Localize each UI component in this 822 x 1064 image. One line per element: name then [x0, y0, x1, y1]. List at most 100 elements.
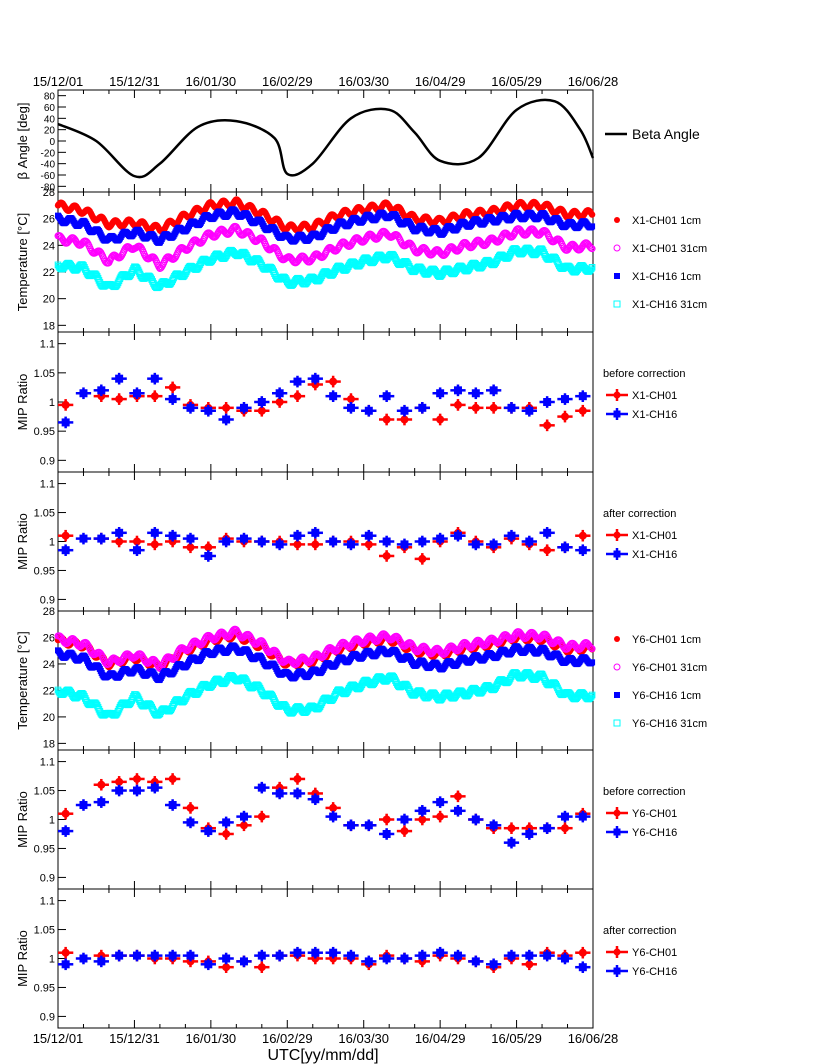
y-tick-label: 18	[43, 738, 55, 750]
data-point	[132, 546, 141, 555]
x-tick-label-top: 16/06/28	[568, 74, 619, 89]
y-tick-label: 28	[43, 187, 55, 199]
y-axis-label: MIP Ratio	[15, 374, 30, 431]
data-point	[543, 398, 552, 406]
legend-label: X1-CH16	[632, 409, 677, 421]
data-point	[97, 386, 106, 395]
data-point	[329, 537, 338, 546]
data-point	[61, 546, 70, 555]
data-point	[275, 398, 284, 406]
data-point	[150, 254, 158, 262]
legend-marker	[613, 300, 621, 308]
x-tick-label-top: 16/01/30	[186, 74, 237, 89]
x-tick-label-top: 15/12/01	[33, 74, 84, 89]
y-tick-label: -40	[41, 160, 56, 171]
data-point	[453, 386, 462, 395]
data-point	[578, 392, 587, 401]
data-point	[364, 406, 373, 415]
legend-label: X1-CH16	[632, 549, 677, 561]
data-point	[507, 403, 516, 412]
x-tick-label-bottom: 15/12/31	[109, 1031, 160, 1046]
data-point	[453, 400, 462, 409]
y-tick-label: 0.95	[34, 565, 55, 577]
series-x1-ch16-31cm	[54, 244, 596, 292]
y-tick-label: 22	[43, 267, 55, 279]
x-tick-label-bottom: 15/12/01	[33, 1031, 84, 1046]
data-point	[525, 406, 534, 415]
x-tick-label-top: 16/02/29	[262, 74, 313, 89]
data-point	[471, 540, 480, 549]
data-point	[275, 389, 284, 398]
data-point	[257, 398, 266, 406]
data-point	[186, 403, 195, 412]
data-point	[400, 415, 409, 424]
y-tick-label: 0.9	[40, 594, 55, 606]
data-point	[61, 400, 70, 409]
data-point	[204, 551, 213, 560]
y-tick-label: 26	[43, 632, 55, 644]
legend-marker	[614, 217, 620, 223]
data-point	[560, 543, 569, 552]
x-tick-label-bottom: 16/05/29	[491, 1031, 542, 1046]
data-point	[489, 540, 498, 549]
data-point	[364, 540, 373, 549]
data-point	[382, 415, 391, 424]
x-tick-label-bottom: 16/03/30	[338, 1031, 389, 1046]
data-point	[293, 531, 302, 540]
legend-label: Beta Angle	[632, 126, 700, 142]
data-point	[560, 395, 569, 404]
data-point	[239, 403, 248, 412]
series-x1-ch16	[58, 527, 591, 562]
y-tick-label: 1	[49, 397, 55, 409]
data-point	[168, 395, 177, 404]
y-tick-label: -20	[41, 148, 56, 159]
data-point	[79, 534, 88, 543]
y-tick-label: 18	[43, 320, 55, 332]
x-axis-label: UTC[yy/mm/dd]	[267, 1047, 378, 1064]
data-point	[588, 211, 596, 218]
y-tick-label: 22	[43, 685, 55, 697]
data-point	[259, 235, 267, 243]
y-axis-label: MIP Ratio	[15, 513, 30, 570]
y-tick-label: 20	[44, 126, 56, 137]
data-point	[150, 540, 159, 549]
data-point	[436, 389, 445, 398]
data-point	[115, 374, 124, 383]
data-point	[311, 540, 320, 549]
data-point	[382, 551, 391, 560]
data-point	[272, 245, 280, 253]
y-tick-label: 0.9	[40, 455, 55, 467]
data-point	[489, 386, 498, 395]
y-tick-label: 1	[49, 537, 55, 549]
data-point	[436, 534, 445, 543]
data-point	[150, 528, 159, 537]
legend-label: X1-CH01	[632, 390, 677, 402]
data-point	[293, 540, 302, 549]
data-point	[311, 528, 320, 537]
y-tick-label: 0.95	[34, 426, 55, 438]
data-point	[578, 406, 587, 415]
legend-label: X1-CH16 1cm	[632, 271, 701, 283]
y-axis-label: β Angle [deg]	[15, 103, 30, 180]
data-point	[293, 392, 302, 401]
data-point	[346, 540, 355, 549]
series-x1-ch16	[58, 372, 591, 429]
data-point	[588, 264, 596, 271]
data-point	[543, 421, 552, 430]
data-point	[222, 415, 231, 424]
y-tick-label: 60	[44, 103, 56, 114]
data-point	[79, 389, 88, 398]
y-tick-label: 20	[43, 712, 55, 724]
data-point	[204, 543, 213, 552]
y-tick-label: 80	[44, 92, 56, 103]
data-point	[132, 537, 141, 546]
data-point	[97, 248, 105, 256]
data-point	[543, 546, 552, 555]
legend-marker	[613, 391, 621, 399]
panel-frame	[57, 331, 594, 473]
y-tick-label: 26	[43, 214, 55, 226]
data-point	[239, 534, 248, 543]
data-point	[186, 534, 195, 543]
